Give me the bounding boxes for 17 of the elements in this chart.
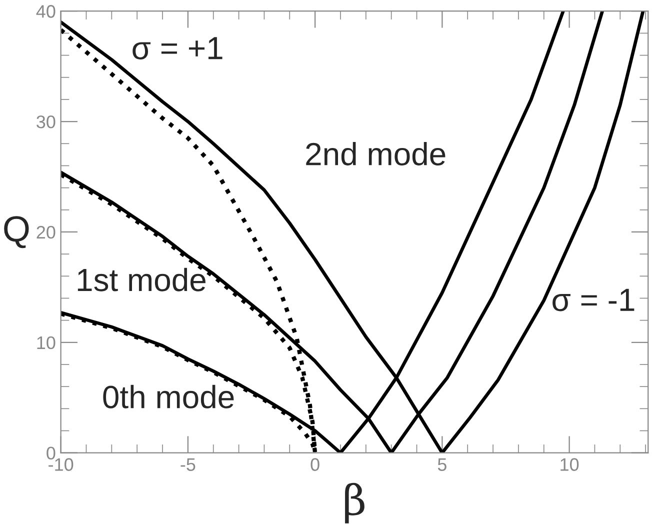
y-tick-label: 0 bbox=[46, 446, 56, 460]
annotation: 0th mode bbox=[103, 384, 234, 408]
y-tick-label: 40 bbox=[36, 5, 56, 18]
annotation: σ = +1 bbox=[132, 37, 222, 60]
x-tick-label: -10 bbox=[48, 458, 74, 471]
annotation: 2nd mode bbox=[306, 142, 446, 166]
y-tick-label: 10 bbox=[37, 336, 56, 350]
y-tick-label: 20 bbox=[36, 226, 56, 239]
x-tick-label: 10 bbox=[560, 458, 579, 471]
annotation: 1st mode bbox=[78, 268, 206, 292]
x-axis-title: β bbox=[345, 482, 364, 524]
annotation: σ = -1 bbox=[552, 288, 634, 312]
x-tick-label: 0 bbox=[310, 458, 320, 471]
y-tick-label: 30 bbox=[36, 115, 56, 128]
x-tick-label: -5 bbox=[180, 458, 196, 471]
y-axis-title: Q bbox=[4, 216, 29, 248]
x-tick-label: 5 bbox=[438, 458, 446, 471]
